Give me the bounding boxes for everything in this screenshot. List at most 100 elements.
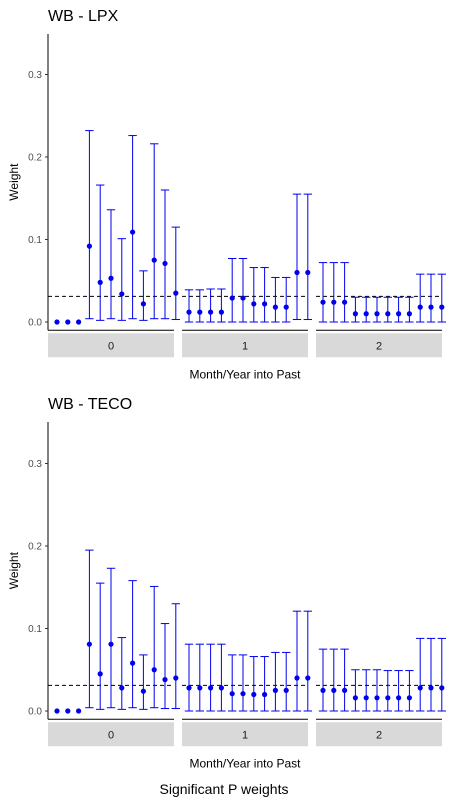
- data-point: [218, 309, 224, 315]
- data-point: [283, 687, 289, 693]
- y-tick-label: 0.2: [28, 542, 42, 553]
- data-point: [417, 685, 423, 691]
- data-point: [76, 319, 82, 325]
- y-tick-label: 0.0: [28, 707, 42, 718]
- x-axis-label: Month/Year into Past: [190, 367, 302, 381]
- data-point: [439, 304, 445, 310]
- facet-strip: [316, 722, 442, 747]
- panel-wb-lpx: WB - LPX 0.0 0.1 0.2 0.3 Weight 0 1 2 Month/Year …: [7, 8, 446, 381]
- data-point: [208, 685, 214, 691]
- facet-strip: [316, 333, 442, 358]
- facet-1: 1: [182, 610, 312, 747]
- data-point: [65, 319, 71, 325]
- data-point: [54, 319, 60, 325]
- data-point: [352, 695, 358, 701]
- data-point: [439, 685, 445, 691]
- data-point: [108, 641, 114, 647]
- facet-strip-label: 2: [376, 729, 382, 741]
- data-point: [229, 295, 235, 301]
- facet-1: 1: [182, 193, 312, 358]
- chart-title: WB - LPX: [48, 8, 119, 25]
- data-point: [173, 675, 179, 681]
- data-point: [208, 309, 214, 315]
- data-point: [97, 279, 103, 285]
- y-axis-label: Weight: [7, 163, 21, 201]
- data-point: [86, 243, 92, 249]
- data-point: [262, 301, 268, 307]
- x-axis-label: Month/Year into Past: [190, 756, 302, 770]
- data-point: [305, 675, 311, 681]
- y-tick-label: 0.3: [28, 70, 42, 81]
- facet-strip: [182, 722, 308, 747]
- facet-strip: [48, 722, 174, 747]
- y-tick-label: 0.2: [28, 153, 42, 164]
- data-point: [151, 667, 157, 673]
- data-point: [363, 695, 369, 701]
- y-axis-label: Weight: [7, 551, 21, 589]
- data-point: [262, 691, 268, 698]
- data-point: [173, 290, 179, 296]
- data-point: [428, 304, 434, 310]
- data-point: [140, 301, 146, 307]
- data-point: [240, 691, 246, 697]
- data-point: [283, 304, 289, 310]
- data-point: [119, 291, 125, 297]
- data-point: [119, 685, 125, 691]
- data-point: [396, 695, 402, 701]
- data-point: [352, 311, 358, 317]
- facet-strip-label: 1: [242, 729, 248, 741]
- data-point: [406, 695, 412, 701]
- data-point: [251, 301, 257, 307]
- y-tick-label: 0.0: [28, 318, 42, 329]
- data-point: [294, 269, 300, 276]
- data-point: [294, 675, 300, 681]
- panel-wb-teco: WB - TECO 0.0 0.1 0.2 0.3 Weight 0 1 2 Month/Year…: [7, 396, 446, 770]
- data-point: [54, 708, 60, 714]
- data-point: [186, 309, 192, 315]
- facet-2: 2: [316, 637, 446, 747]
- data-point: [130, 229, 136, 235]
- chart-title: WB - TECO: [48, 396, 132, 413]
- data-point: [229, 691, 235, 697]
- data-point: [342, 687, 348, 693]
- data-point: [197, 309, 203, 315]
- facet-strip-label: 0: [108, 340, 114, 352]
- y-tick-label: 0.1: [28, 624, 42, 635]
- data-point: [65, 708, 71, 714]
- facet-strip-label: 2: [376, 340, 382, 352]
- data-point: [428, 685, 434, 691]
- data-point: [374, 695, 380, 701]
- data-point: [417, 304, 423, 310]
- data-point: [385, 311, 391, 317]
- data-point: [197, 685, 203, 691]
- data-point: [363, 311, 369, 317]
- data-point: [97, 671, 103, 677]
- data-point: [272, 304, 278, 310]
- data-point: [342, 299, 348, 305]
- y-tick-label: 0.3: [28, 459, 42, 470]
- data-point: [76, 708, 82, 714]
- data-point: [151, 257, 157, 263]
- facet-2: 2: [316, 262, 446, 358]
- data-point: [86, 641, 92, 647]
- data-point: [240, 295, 246, 301]
- data-point: [162, 677, 168, 683]
- data-point: [218, 685, 224, 691]
- data-point: [385, 695, 391, 701]
- data-point: [162, 260, 168, 267]
- data-point: [331, 299, 337, 305]
- data-point: [320, 299, 326, 305]
- data-point: [374, 311, 380, 317]
- y-tick-label: 0.1: [28, 235, 42, 246]
- data-point: [251, 691, 257, 698]
- data-point: [130, 660, 136, 666]
- data-point: [272, 687, 278, 693]
- data-point: [320, 687, 326, 693]
- facet-strip: [48, 333, 174, 358]
- facet-0: 0: [48, 549, 180, 747]
- data-point: [186, 685, 192, 691]
- facet-strip: [182, 333, 308, 358]
- facet-strip-label: 1: [242, 340, 248, 352]
- data-point: [406, 311, 412, 317]
